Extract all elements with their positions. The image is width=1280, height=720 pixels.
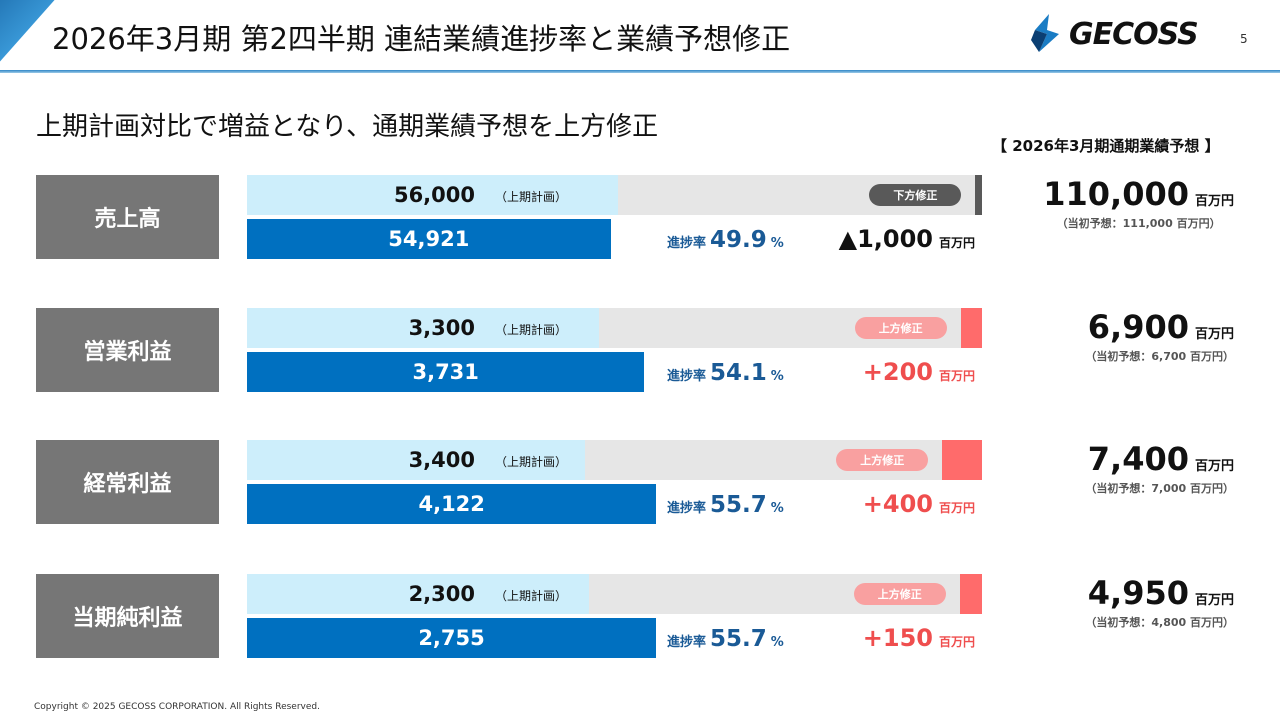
original-forecast: （当初予想：111,000 百万円）	[1056, 217, 1221, 230]
original-forecast: （当初予想：7,000 百万円）	[1085, 482, 1234, 495]
forecast-header: 【 2026年3月期通期業績予想 】	[992, 137, 1220, 155]
slide-subtitle: 上期計画対比で増益となり、通期業績予想を上方修正	[36, 112, 659, 142]
actual-bar	[247, 484, 657, 524]
page-number: 5	[1240, 32, 1248, 46]
actual-value: 2,755	[418, 626, 485, 650]
actual-value: 3,731	[412, 360, 479, 384]
actual-bar	[247, 618, 657, 658]
full-year-forecast: 7,400 百万円 （当初予想：7,000 百万円）	[1085, 440, 1234, 495]
metric-label: 営業利益	[36, 308, 219, 392]
actual-value: 54,921	[388, 227, 470, 251]
full-year-forecast: 4,950 百万円 （当初予想：4,800 百万円）	[1085, 574, 1234, 629]
plan-value: 3,300	[408, 316, 475, 340]
plan-value: 56,000	[393, 183, 475, 207]
full-year-forecast: 110,000 百万円 （当初予想：111,000 百万円）	[1043, 175, 1234, 230]
revision-marker	[960, 308, 982, 348]
progress-rate: 進捗率 55.7%	[667, 626, 784, 652]
plan-value: 2,300	[408, 582, 475, 606]
metric-row: 営業利益 3,300 （上期計画） 3,731 上方修正 進捗率 54.1% +2…	[0, 308, 1280, 398]
metric-label: 売上高	[36, 175, 219, 259]
actual-bar	[247, 352, 645, 392]
revision-badge: 上方修正	[836, 449, 929, 471]
metric-row: 経常利益 3,400 （上期計画） 4,122 上方修正 進捗率 55.7% +4…	[0, 440, 1280, 530]
header-divider	[0, 70, 1280, 73]
progress-rate: 進捗率 49.9%	[667, 227, 784, 253]
actual-bar	[247, 219, 611, 259]
plan-bar	[247, 440, 585, 480]
actual-value: 4,122	[418, 492, 485, 516]
revision-amount: +400 百万円	[862, 490, 975, 518]
page-title: 2026年3月期 第2四半期 連結業績進捗率と業績予想修正	[52, 22, 791, 56]
plan-bar	[247, 175, 618, 215]
revision-amount: +150 百万円	[862, 624, 975, 652]
metric-label: 経常利益	[36, 440, 219, 524]
plan-note: （上期計画）	[495, 589, 568, 603]
revision-amount: +200 百万円	[862, 358, 975, 386]
revision-badge: 上方修正	[853, 583, 946, 605]
plan-value: 3,400	[408, 448, 475, 472]
plan-note: （上期計画）	[495, 455, 568, 469]
plan-note: （上期計画）	[495, 323, 568, 337]
full-year-forecast: 6,900 百万円 （当初予想：6,700 百万円）	[1085, 308, 1234, 363]
revision-marker	[942, 440, 982, 480]
progress-rate: 進捗率 54.1%	[667, 360, 784, 386]
progress-rate: 進捗率 55.7%	[667, 492, 784, 518]
revision-amount: ▲1,000 百万円	[838, 225, 975, 253]
gecoss-logo: GECOSS	[1025, 12, 1199, 56]
plan-bar	[247, 574, 589, 614]
metric-label: 当期純利益	[36, 574, 219, 658]
metric-row: 当期純利益 2,300 （上期計画） 2,755 上方修正 進捗率 55.7% +…	[0, 574, 1280, 664]
original-forecast: （当初予想：4,800 百万円）	[1085, 616, 1234, 629]
plan-bar	[247, 308, 599, 348]
revision-badge: 下方修正	[869, 184, 962, 206]
logo-mark-icon	[1031, 14, 1059, 52]
original-forecast: （当初予想：6,700 百万円）	[1085, 350, 1234, 363]
revision-marker	[975, 175, 982, 215]
plan-note: （上期計画）	[495, 190, 568, 204]
metric-row: 売上高 56,000 （上期計画） 54,921 下方修正 進捗率 49.9% ▲…	[0, 175, 1280, 265]
copyright: Copyright © 2025 GECOSS CORPORATION. All…	[34, 702, 320, 712]
revision-marker	[959, 574, 982, 614]
revision-badge: 上方修正	[854, 317, 947, 339]
